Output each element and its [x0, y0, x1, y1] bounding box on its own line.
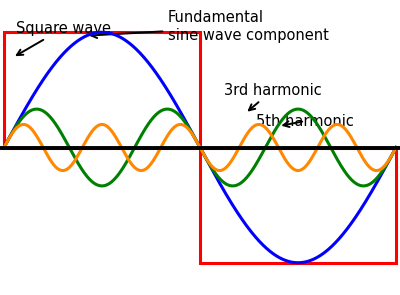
Text: Square wave: Square wave: [16, 21, 111, 55]
Text: Fundamental
sine wave component: Fundamental sine wave component: [91, 10, 329, 43]
Bar: [200, 148, 396, 263]
Text: 3rd harmonic: 3rd harmonic: [224, 83, 322, 110]
Bar: [4, 32, 200, 148]
Text: 5th harmonic: 5th harmonic: [256, 114, 354, 129]
